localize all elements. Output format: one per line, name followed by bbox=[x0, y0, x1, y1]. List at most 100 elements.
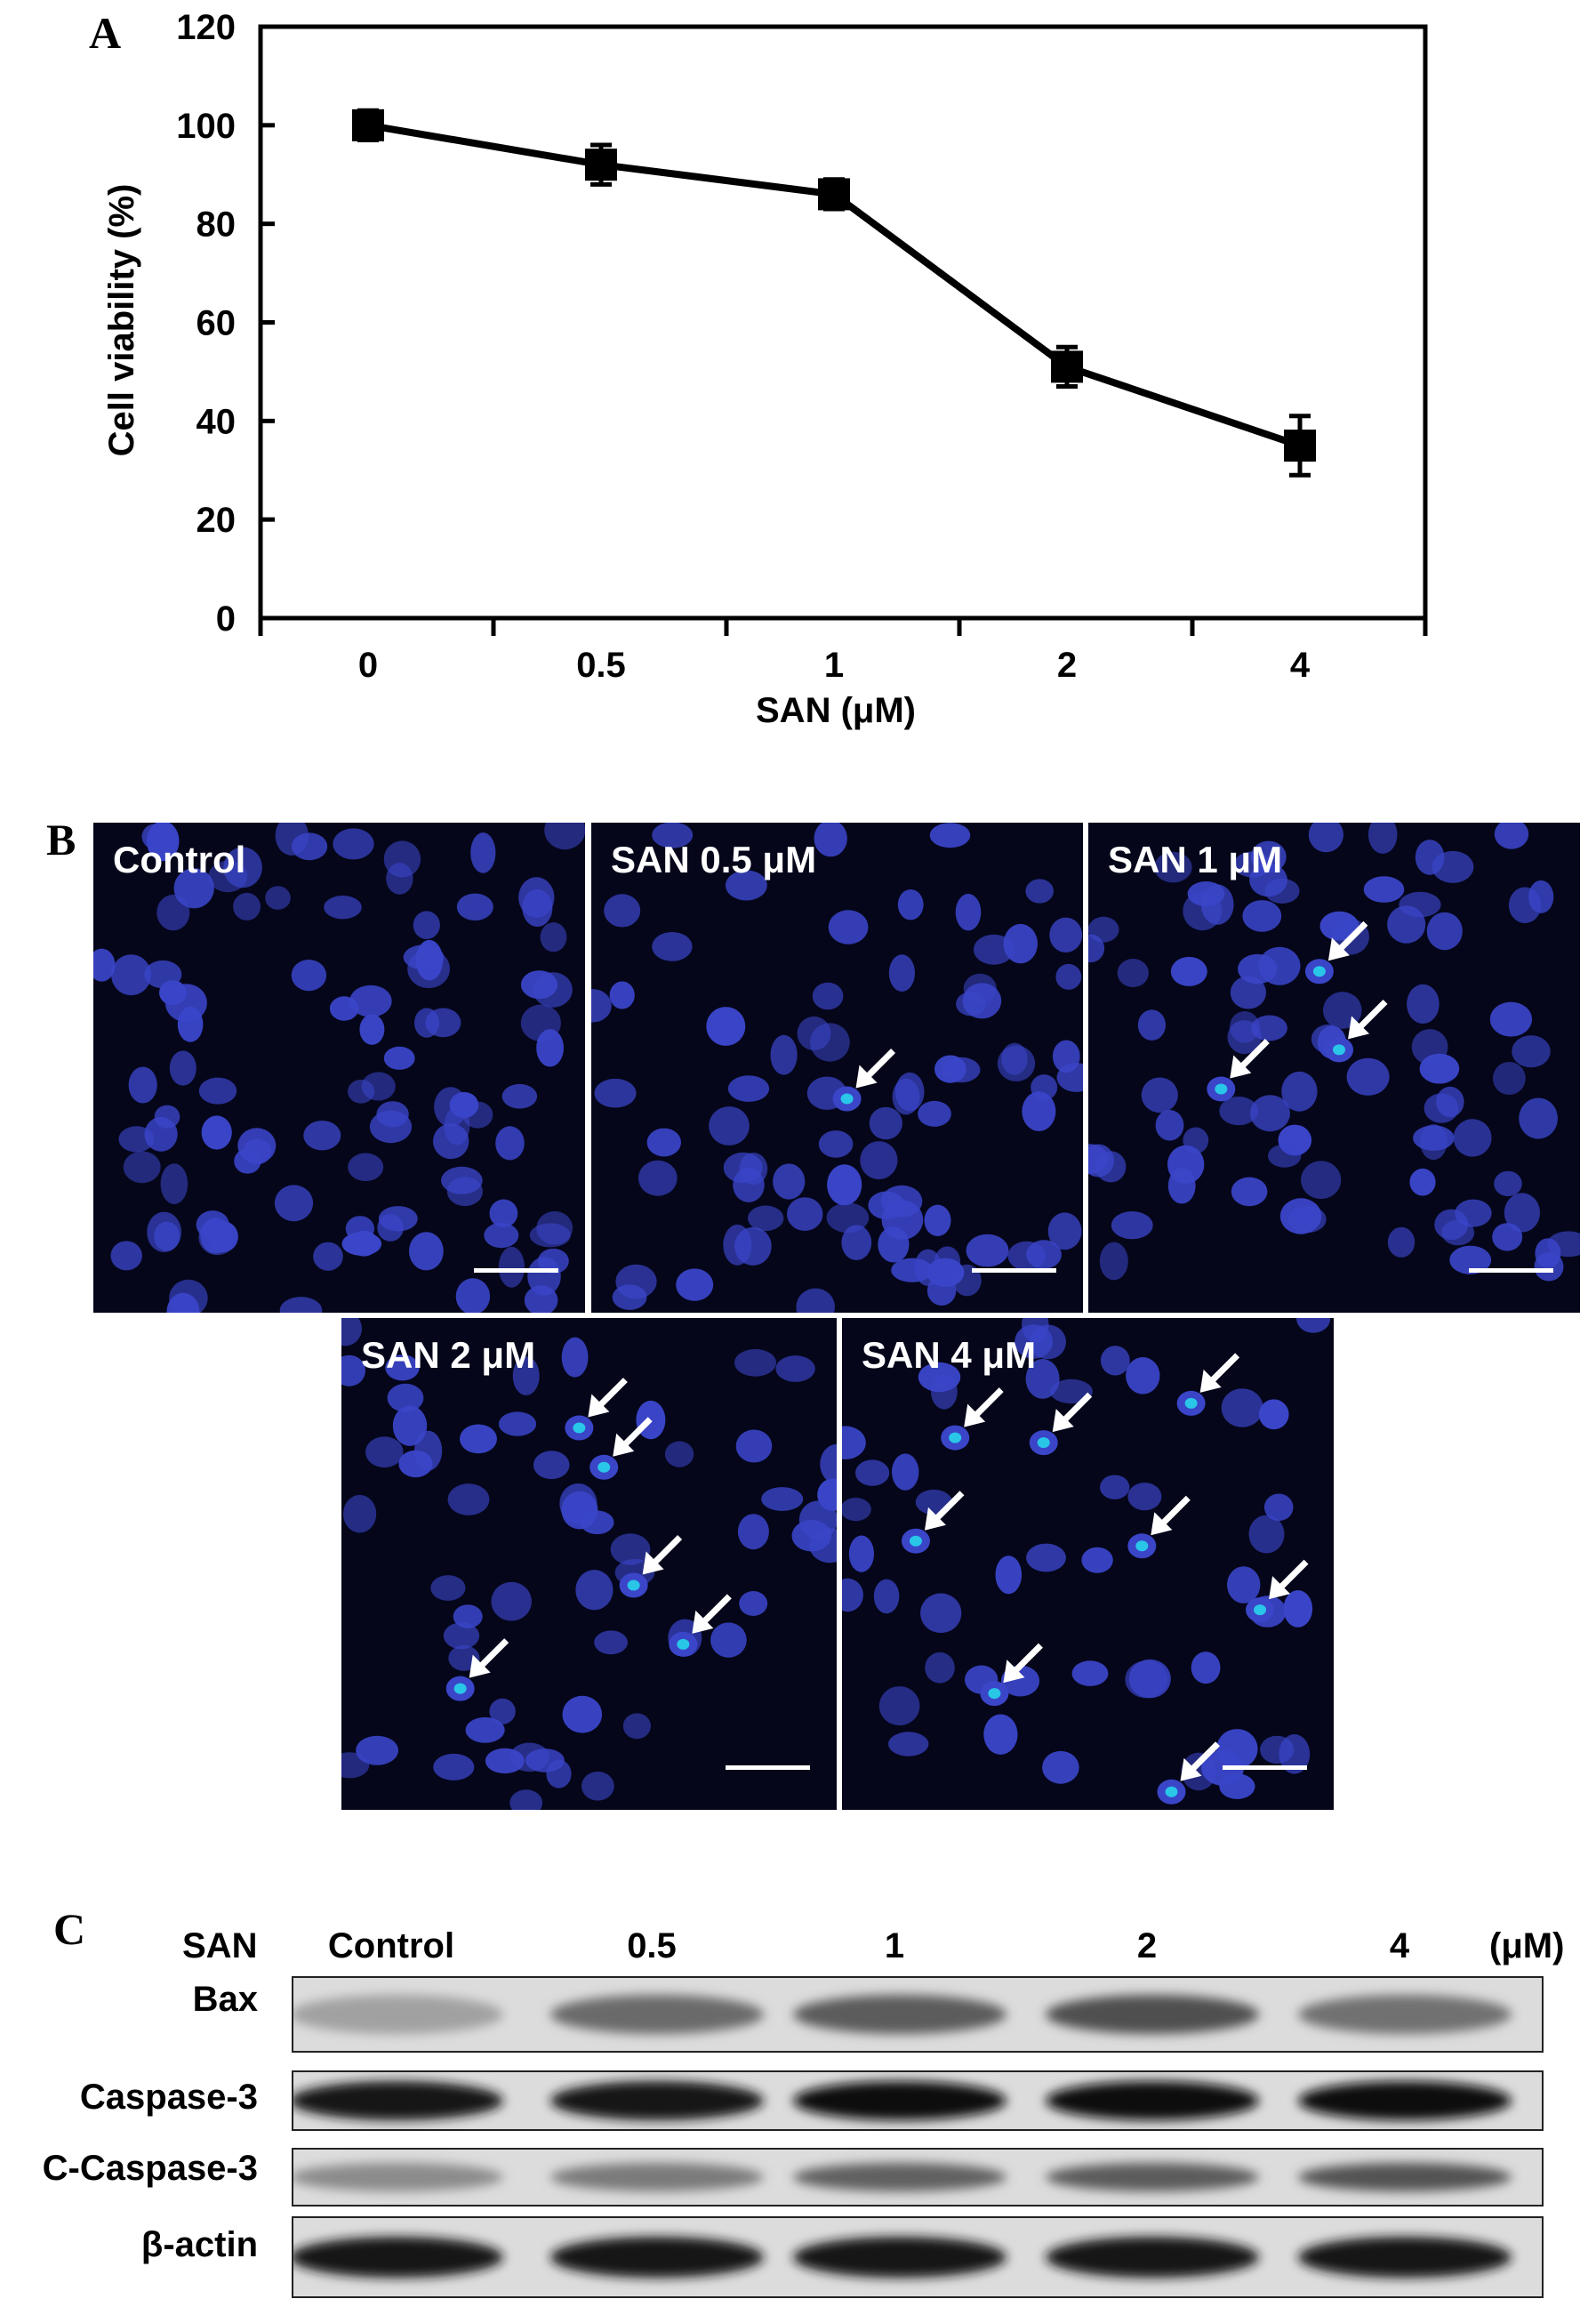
blot-image bbox=[293, 1995, 1512, 2034]
blot-band bbox=[293, 2081, 503, 2120]
condensed-chromatin bbox=[909, 1535, 922, 1547]
cell-nucleus bbox=[1264, 878, 1300, 904]
cell-nucleus bbox=[646, 1128, 681, 1157]
cell-nucleus bbox=[465, 1716, 505, 1743]
cell-nucleus bbox=[446, 1177, 483, 1207]
blot-strip bbox=[292, 1976, 1544, 2053]
cell-nucleus bbox=[453, 1604, 483, 1628]
y-axis-label: Cell viability (%) bbox=[102, 184, 141, 457]
cell-nucleus bbox=[265, 886, 291, 910]
cell-nucleus bbox=[848, 1535, 874, 1572]
micrograph-label: SAN 0.5 μM bbox=[611, 839, 817, 880]
cell-nucleus bbox=[1387, 905, 1426, 944]
arrow-shaft bbox=[477, 1638, 509, 1670]
cell-nucleus bbox=[348, 1153, 384, 1182]
blot-band bbox=[550, 1995, 764, 2034]
cell-nucleus bbox=[726, 870, 767, 901]
cell-nucleus bbox=[828, 910, 869, 945]
blot-band bbox=[1046, 1995, 1259, 2034]
micrograph: Control bbox=[93, 823, 585, 1313]
cell-nucleus bbox=[333, 828, 374, 860]
cell-nucleus bbox=[561, 1337, 589, 1378]
y-tick-label: 0 bbox=[216, 599, 236, 639]
cell-nucleus bbox=[485, 1748, 525, 1774]
cell-nucleus bbox=[924, 1204, 951, 1236]
blot-strip bbox=[292, 2148, 1544, 2207]
blot-band bbox=[1298, 2237, 1512, 2278]
cell-nucleus bbox=[983, 1714, 1018, 1755]
cell-nucleus bbox=[931, 1374, 958, 1410]
cell-nucleus bbox=[233, 892, 261, 920]
cell-nucleus bbox=[376, 1101, 409, 1128]
cell-nucleus bbox=[279, 1297, 323, 1313]
cell-nucleus bbox=[842, 1498, 871, 1522]
arrow-head bbox=[1348, 1016, 1370, 1040]
cell-nucleus bbox=[383, 1046, 415, 1070]
arrow-head bbox=[1180, 1757, 1202, 1781]
cell-nucleus bbox=[1419, 1053, 1460, 1084]
cell-nucleus bbox=[997, 1045, 1036, 1081]
arrow-head bbox=[1199, 1369, 1222, 1393]
cell-nucleus bbox=[1007, 1241, 1047, 1271]
cell-nucleus bbox=[610, 1533, 651, 1565]
blot-band bbox=[550, 2081, 764, 2120]
cell-nucleus bbox=[1100, 1346, 1130, 1376]
cell-nucleus bbox=[292, 832, 328, 861]
cell-nucleus bbox=[914, 1249, 942, 1286]
wb-protein-label: Bax bbox=[192, 1980, 258, 2019]
cell-nucleus bbox=[995, 1555, 1023, 1595]
cell-nucleus bbox=[1453, 1119, 1492, 1157]
cell-nucleus bbox=[1279, 1198, 1322, 1234]
cell-nucleus bbox=[735, 1429, 773, 1463]
cell-nucleus bbox=[1153, 851, 1192, 883]
cell-nucleus bbox=[1088, 1144, 1109, 1174]
blot-band bbox=[1298, 1995, 1512, 2034]
blot-band bbox=[1046, 2081, 1259, 2120]
cell-nucleus bbox=[1367, 823, 1398, 854]
cell-nucleus bbox=[581, 1772, 614, 1801]
condensed-chromatin bbox=[1312, 966, 1326, 977]
y-tick-label: 80 bbox=[196, 205, 237, 245]
cell-nucleus bbox=[141, 824, 169, 849]
cell-nucleus bbox=[1049, 917, 1083, 953]
cell-nucleus bbox=[1049, 1379, 1093, 1404]
arrow-shaft bbox=[1277, 1559, 1309, 1591]
cell-nucleus bbox=[520, 970, 558, 1000]
cell-nucleus bbox=[1301, 1161, 1342, 1200]
cell-nucleus bbox=[925, 1652, 955, 1684]
arrow-shaft bbox=[1356, 999, 1388, 1031]
cell-nucleus bbox=[93, 948, 116, 982]
cell-nucleus bbox=[1219, 1097, 1258, 1126]
cell-nucleus bbox=[1283, 1590, 1313, 1628]
cell-nucleus bbox=[1042, 1750, 1079, 1784]
x-tick-label: 4 bbox=[1290, 646, 1311, 685]
cell-nucleus bbox=[361, 1072, 396, 1101]
cell-nucleus bbox=[1100, 1475, 1130, 1499]
panel-letter-a: A bbox=[89, 8, 122, 58]
cell-nucleus bbox=[1233, 851, 1271, 878]
wb-lane-label: 1 bbox=[884, 1926, 905, 1965]
scale-bar bbox=[474, 1268, 558, 1273]
plot-frame bbox=[258, 24, 1428, 621]
cell-nucleus bbox=[529, 1223, 571, 1248]
scale-bar bbox=[1223, 1765, 1307, 1770]
cell-nucleus bbox=[609, 981, 635, 1009]
data-point bbox=[1051, 350, 1083, 383]
cell-nucleus bbox=[676, 1268, 714, 1301]
cell-nucleus bbox=[443, 1622, 480, 1650]
micrograph-image bbox=[1088, 823, 1580, 1282]
cell-nucleus bbox=[449, 1091, 479, 1119]
cell-nucleus bbox=[409, 1232, 444, 1271]
cell-nucleus bbox=[1409, 1168, 1436, 1196]
cell-nucleus bbox=[814, 823, 847, 857]
arrow-shaft bbox=[864, 1049, 896, 1080]
arrow-shaft bbox=[933, 1491, 965, 1523]
cell-nucleus bbox=[349, 1230, 379, 1257]
cell-nucleus bbox=[748, 1205, 784, 1232]
blot-image bbox=[293, 2163, 1512, 2191]
cell-nucleus bbox=[1319, 911, 1359, 941]
arrow-shaft bbox=[651, 1535, 683, 1566]
cell-nucleus bbox=[540, 922, 567, 953]
cell-nucleus bbox=[1128, 1659, 1171, 1699]
scale-bar bbox=[972, 1268, 1056, 1273]
